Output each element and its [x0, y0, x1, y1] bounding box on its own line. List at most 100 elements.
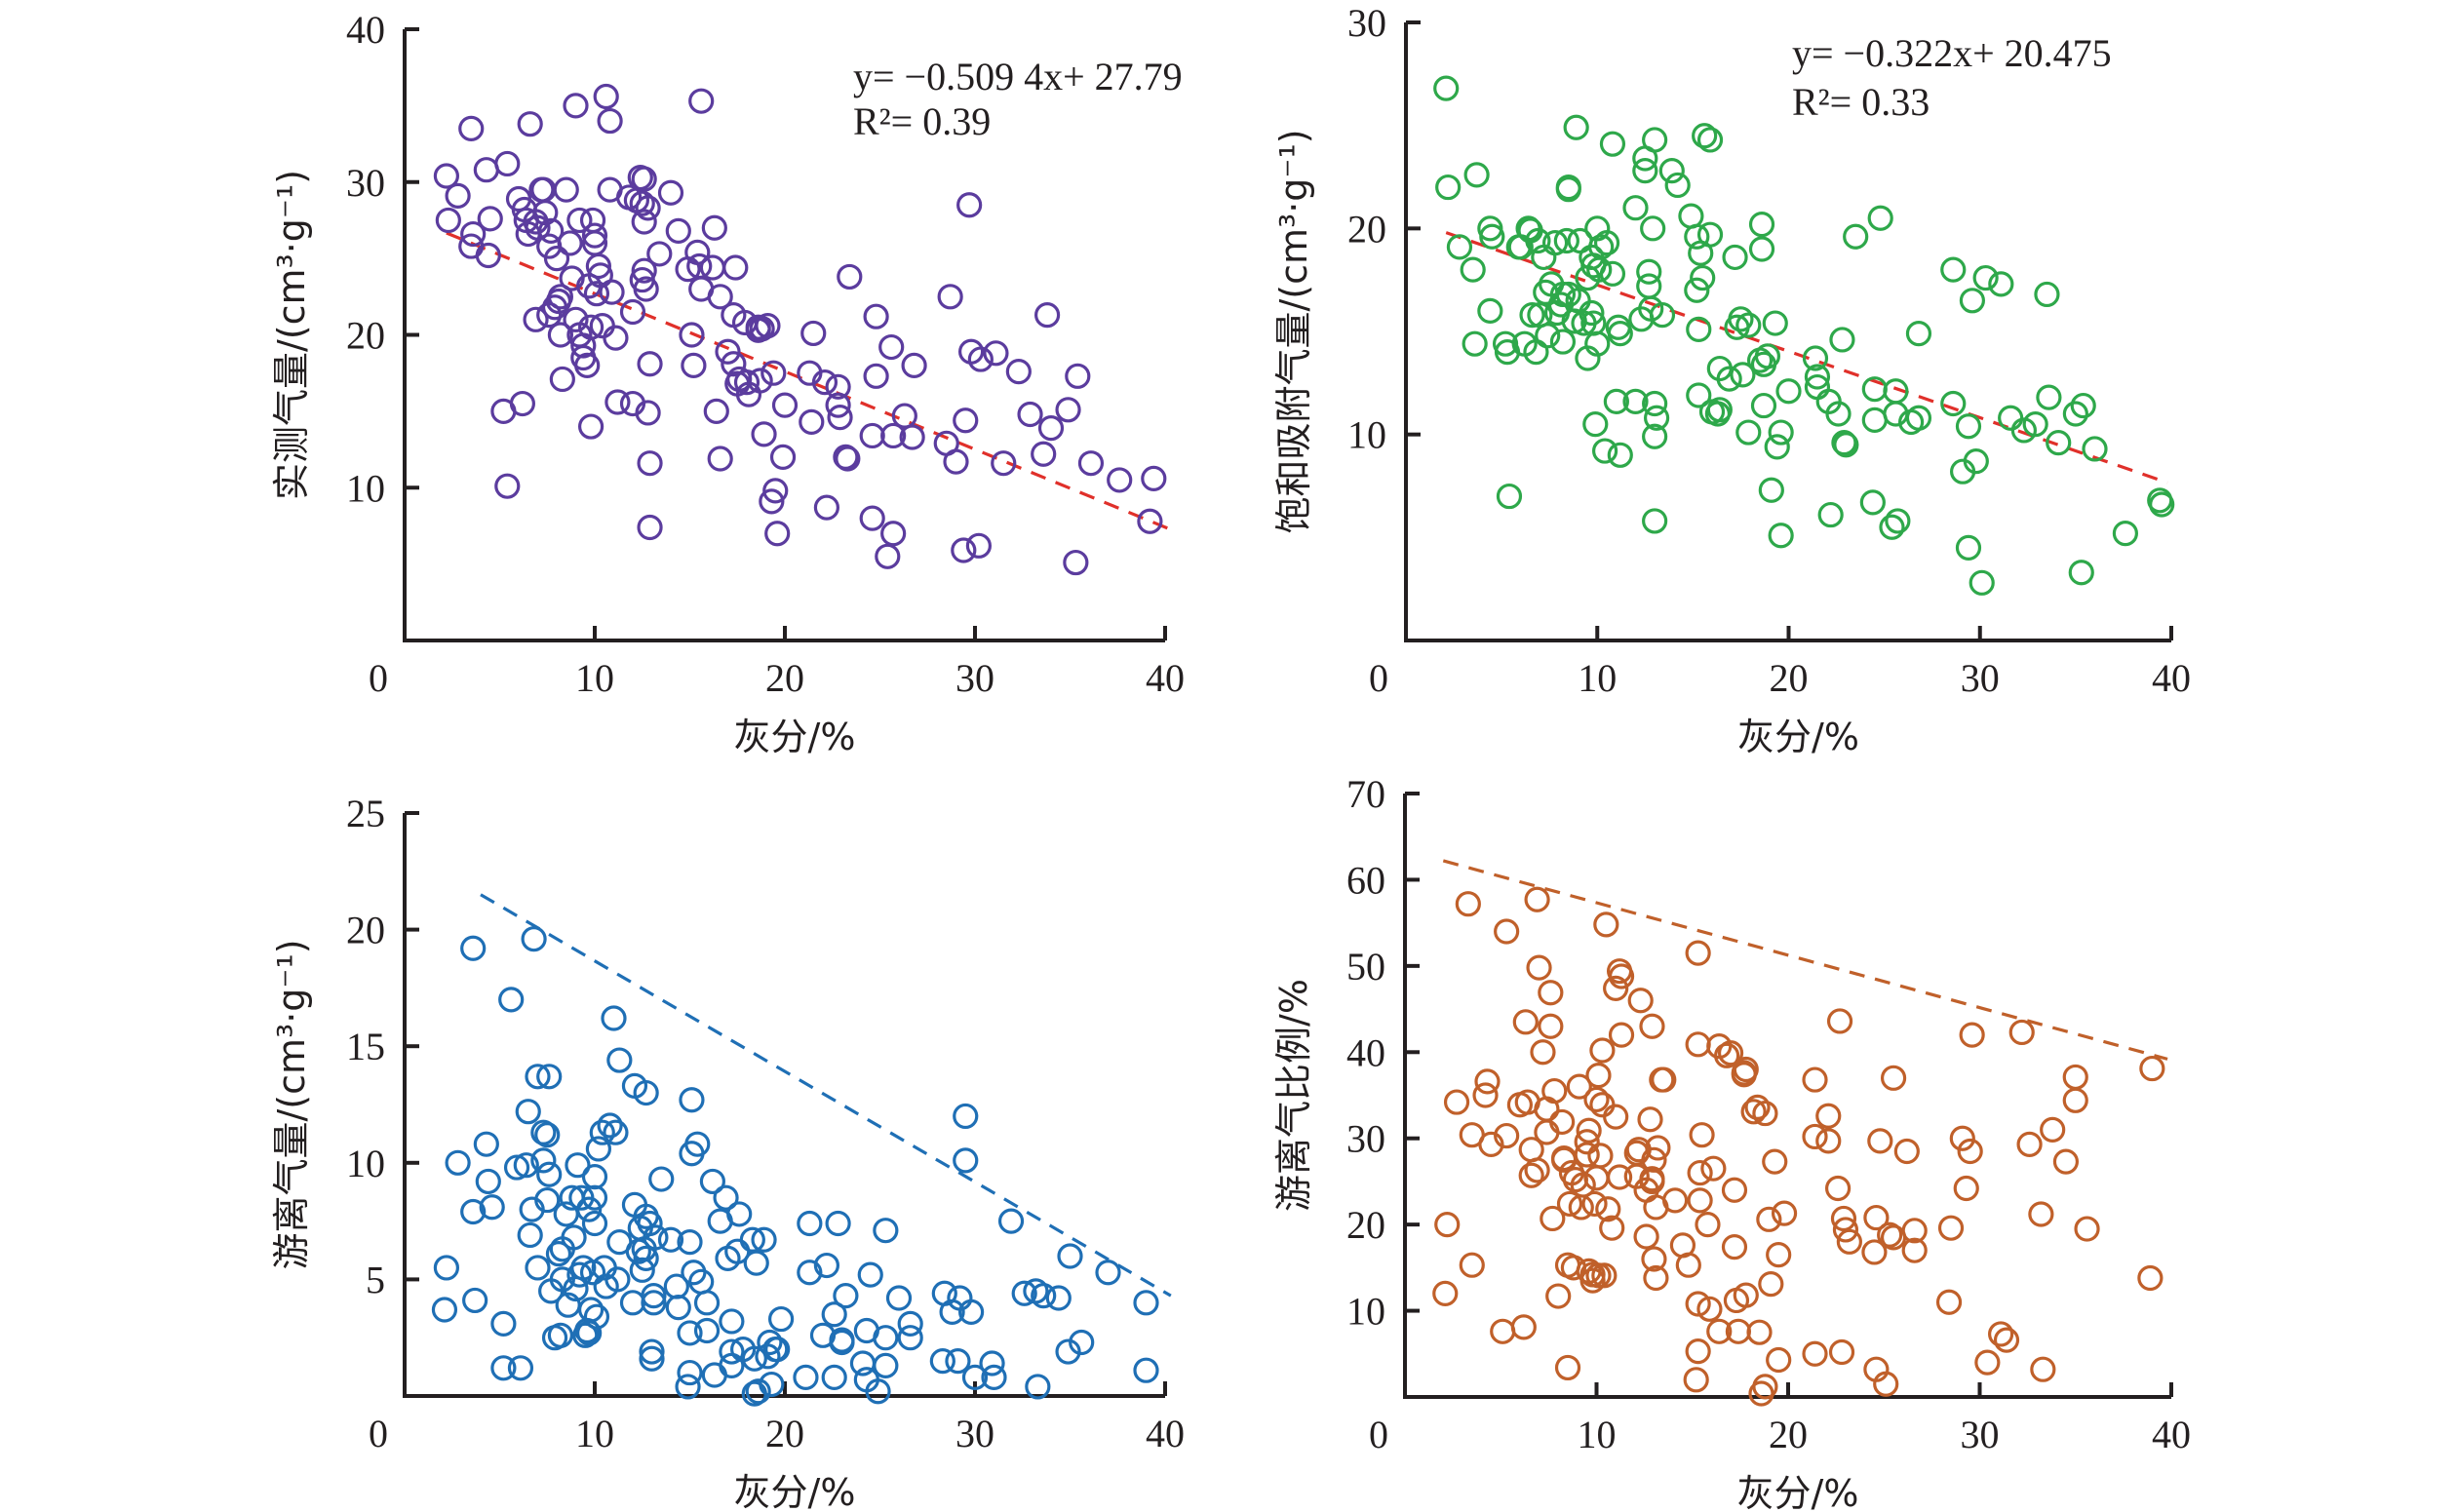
data-point [581, 1164, 608, 1190]
data-point [532, 200, 559, 226]
data-point [1861, 407, 1888, 433]
data-point [747, 368, 773, 394]
x-tick-label: 40 [2152, 656, 2191, 700]
data-point [956, 192, 983, 218]
data-point [494, 473, 521, 499]
data-point [1535, 323, 1561, 349]
data-point [693, 1290, 721, 1316]
data-point [1642, 127, 1668, 153]
data-point [1829, 327, 1855, 353]
data-point [764, 521, 791, 547]
data-point [1721, 1177, 1748, 1203]
data-point [688, 88, 715, 114]
data-point [1541, 230, 1569, 256]
data-point [677, 1229, 703, 1256]
r-squared: R²= 0.33 [1792, 80, 1930, 124]
data-point [1685, 940, 1711, 966]
y-axis-title: 游离气量/(cm³·g⁻¹) [270, 939, 313, 1269]
data-point [1836, 1228, 1862, 1255]
data-point [965, 532, 993, 559]
data-point [1873, 1371, 1899, 1397]
data-point [757, 1329, 783, 1356]
data-point [2036, 384, 2062, 410]
x-tick-label: 10 [1578, 1413, 1617, 1456]
data-point [1735, 419, 1762, 446]
data-point [825, 392, 851, 418]
data-point [589, 1119, 615, 1145]
data-point [559, 265, 585, 291]
data-point [1678, 203, 1704, 229]
data-point [597, 1112, 623, 1139]
data-point [1825, 401, 1852, 427]
data-point [1584, 330, 1611, 357]
data-point [1756, 1206, 1782, 1232]
data-point [1566, 1073, 1592, 1100]
data-point [577, 413, 604, 440]
data-point [699, 1168, 726, 1195]
data-point [769, 444, 797, 470]
data-point [837, 263, 863, 291]
data-point [523, 306, 549, 332]
data-point [961, 1364, 989, 1390]
data-point [827, 405, 853, 431]
data-point [1490, 1318, 1516, 1344]
data-point [1722, 244, 1748, 271]
data-point [833, 1283, 859, 1309]
data-point [1538, 1013, 1564, 1039]
data-point [1675, 1252, 1701, 1278]
data-point [2062, 401, 2088, 427]
data-point [633, 276, 659, 302]
data-point [1867, 205, 1893, 231]
data-point [1017, 401, 1043, 428]
data-point [490, 1310, 517, 1337]
axes-frame [1403, 794, 2171, 1399]
data-point [579, 1260, 606, 1286]
data-point [1683, 1367, 1709, 1393]
data-point [2149, 491, 2175, 518]
data-point [1826, 1008, 1853, 1034]
data-point [699, 254, 726, 281]
data-point [1524, 886, 1550, 912]
data-point [1570, 1172, 1596, 1198]
data-point [601, 1005, 627, 1031]
data-point [1641, 1246, 1667, 1272]
x-axis-title: 灰分/% [734, 1471, 856, 1512]
x-tick-label: 20 [765, 656, 804, 700]
data-point [1141, 465, 1167, 491]
data-point [1750, 392, 1777, 419]
data-point [1935, 1289, 1963, 1315]
data-point [707, 284, 733, 310]
data-point [1762, 1148, 1788, 1175]
data-point [722, 254, 749, 281]
data-point [1033, 302, 1061, 329]
data-point [475, 1168, 501, 1195]
data-point [1574, 1129, 1600, 1155]
data-point [494, 150, 521, 177]
data-point [1963, 448, 1989, 475]
data-point [530, 1147, 557, 1174]
data-point [521, 926, 547, 952]
y-tick-label: 30 [346, 161, 385, 205]
data-point [1069, 1329, 1095, 1356]
data-point [859, 422, 885, 449]
data-point [1636, 258, 1662, 285]
data-point [1474, 1068, 1501, 1095]
data-point [2137, 1264, 2164, 1292]
data-point [1460, 256, 1486, 283]
data-point [873, 1218, 899, 1244]
data-point [1696, 127, 1724, 153]
data-point [2052, 1148, 2080, 1175]
data-point [1955, 534, 1982, 562]
y-tick-label: 30 [1347, 1, 1386, 45]
x-axis-title: 灰分/% [1737, 1472, 1859, 1512]
data-point [1686, 316, 1712, 342]
data-point [1686, 382, 1712, 408]
data-point [635, 400, 661, 426]
x-tick-label: 30 [1961, 656, 2000, 700]
data-point [604, 389, 631, 415]
data-point [1859, 489, 1886, 516]
data-point [633, 1245, 659, 1271]
data-point [2082, 436, 2108, 462]
data-point [1730, 362, 1756, 388]
data-point [719, 1308, 745, 1335]
